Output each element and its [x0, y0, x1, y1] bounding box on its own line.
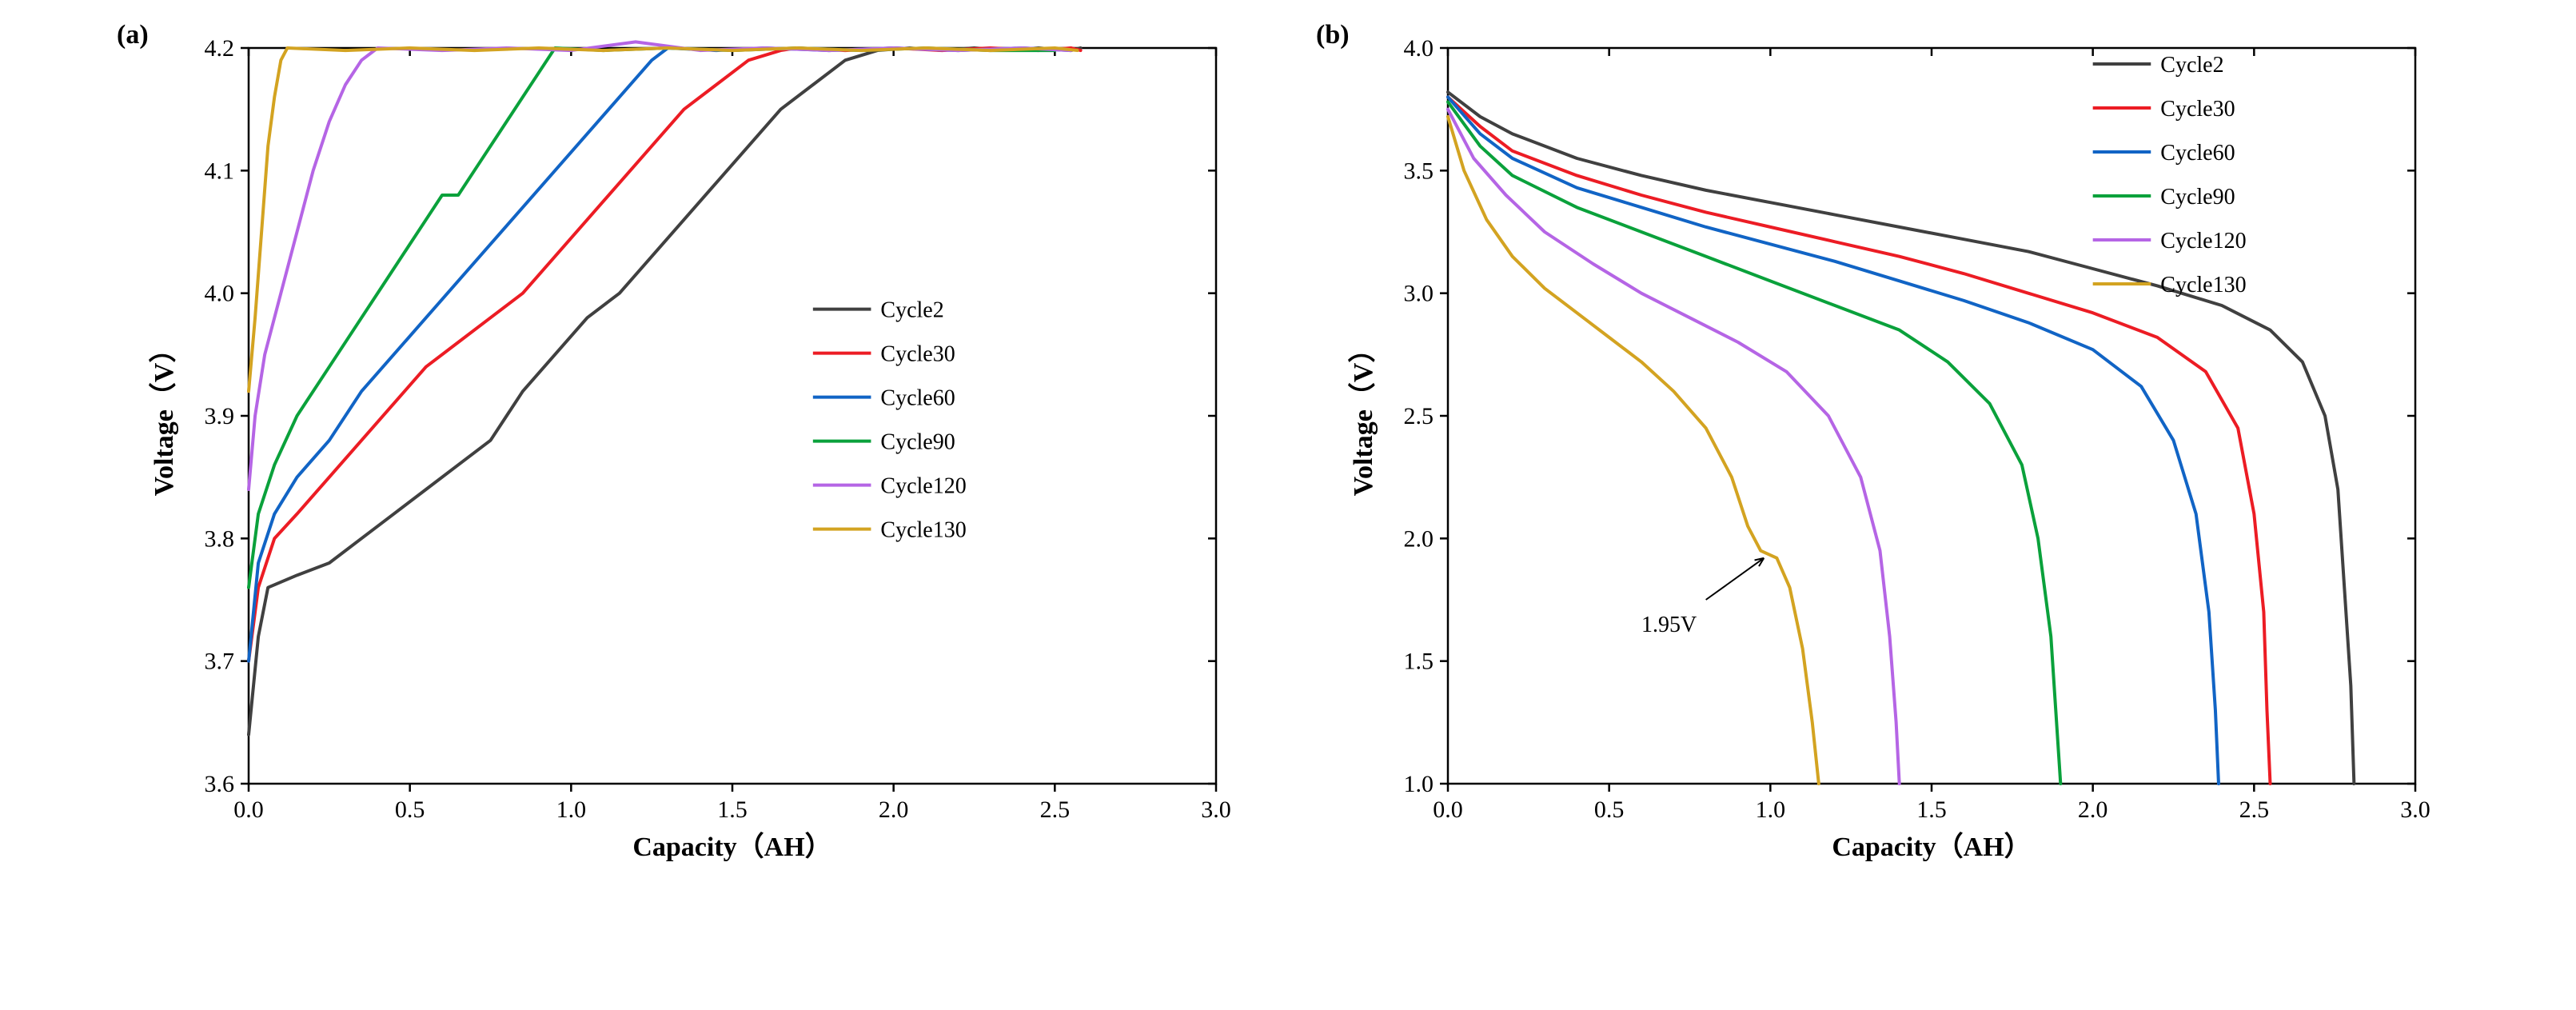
svg-text:Cycle120: Cycle120: [2160, 229, 2246, 253]
svg-text:Voltage（V）: Voltage（V）: [1347, 336, 1378, 497]
svg-text:3.7: 3.7: [205, 649, 235, 675]
svg-text:3.0: 3.0: [2400, 796, 2430, 823]
panel-label-a: (a): [117, 20, 149, 50]
svg-text:0.5: 0.5: [395, 796, 425, 823]
svg-text:3.6: 3.6: [205, 771, 235, 797]
svg-text:2.5: 2.5: [1040, 796, 1071, 823]
svg-text:2.5: 2.5: [2239, 796, 2270, 823]
svg-text:0.0: 0.0: [233, 796, 264, 823]
svg-text:1.0: 1.0: [1756, 796, 1786, 823]
svg-text:4.0: 4.0: [205, 281, 235, 307]
svg-text:3.8: 3.8: [205, 525, 235, 552]
svg-text:Cycle30: Cycle30: [880, 342, 955, 367]
svg-text:1.5: 1.5: [717, 796, 748, 823]
svg-text:Cycle2: Cycle2: [2160, 53, 2223, 78]
svg-text:2.0: 2.0: [2078, 796, 2108, 823]
svg-text:1.5: 1.5: [1916, 796, 1947, 823]
svg-text:1.5: 1.5: [1404, 649, 1434, 675]
charts-container: (a) 0.0 0.5 1.0 1.5 2.0 2.5 3.0 3.6 3.7 3.8 3.9 4.0…: [16, 16, 2560, 896]
chart-a-wrapper: (a) 0.00.51.01.52.02.53.03.63.73.83.94.0…: [129, 16, 1248, 896]
svg-text:4.1: 4.1: [205, 158, 235, 184]
svg-text:2.0: 2.0: [1404, 525, 1434, 552]
svg-text:0.0: 0.0: [1433, 796, 1463, 823]
svg-text:3.9: 3.9: [205, 403, 235, 429]
svg-text:Capacity（AH）: Capacity（AH）: [1832, 831, 2031, 862]
svg-text:4.2: 4.2: [205, 35, 235, 62]
svg-text:1.0: 1.0: [556, 796, 587, 823]
svg-text:Cycle120: Cycle120: [880, 474, 966, 499]
svg-text:Capacity（AH）: Capacity（AH）: [632, 831, 831, 862]
svg-text:2.5: 2.5: [1404, 403, 1434, 429]
svg-text:1.0: 1.0: [1404, 771, 1434, 797]
svg-text:0.5: 0.5: [1594, 796, 1625, 823]
svg-text:Voltage（V）: Voltage（V）: [148, 336, 179, 497]
svg-text:Cycle2: Cycle2: [880, 298, 943, 323]
svg-text:3.0: 3.0: [1404, 281, 1434, 307]
svg-text:1.95V: 1.95V: [1641, 613, 1697, 637]
svg-text:3.0: 3.0: [1201, 796, 1231, 823]
svg-text:Cycle30: Cycle30: [2160, 97, 2235, 122]
chart-b-wrapper: (b) 0.00.51.01.52.02.53.01.01.52.02.53.0…: [1328, 16, 2447, 896]
svg-text:Cycle130: Cycle130: [880, 518, 966, 543]
chart-a: 0.0 0.5 1.0 1.5 2.0 2.5 3.0 3.6 3.7 3.8 3.9 4.0 4.1 4…: [129, 16, 1248, 896]
svg-text:Cycle90: Cycle90: [2160, 185, 2235, 210]
svg-text:2.0: 2.0: [879, 796, 909, 823]
chart-b: 0.0 0.5 1.0 1.5 2.0 2.5 3.0 1.0 1.5 2.0 2.5 3.0 3.5 4…: [1328, 16, 2447, 896]
svg-text:Cycle60: Cycle60: [880, 386, 955, 411]
panel-label-b: (b): [1316, 20, 1350, 50]
svg-text:3.5: 3.5: [1404, 158, 1434, 184]
svg-text:Cycle60: Cycle60: [2160, 141, 2235, 166]
svg-text:Cycle130: Cycle130: [2160, 273, 2246, 297]
svg-text:4.0: 4.0: [1404, 35, 1434, 62]
svg-text:Cycle90: Cycle90: [880, 430, 955, 455]
